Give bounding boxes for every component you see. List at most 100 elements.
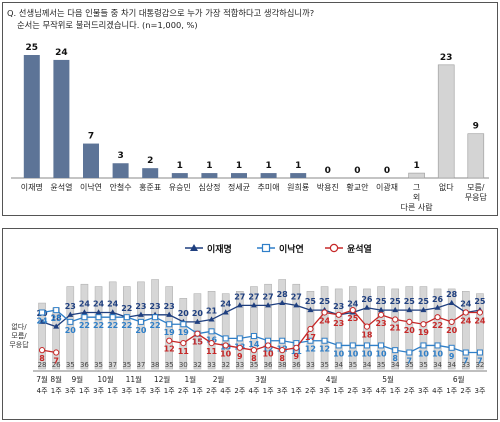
- data-point: [180, 339, 187, 347]
- x-month-label: 8월: [50, 374, 62, 384]
- undecided-value-label: 33: [461, 361, 470, 369]
- data-point: [264, 342, 272, 349]
- data-label: 9: [237, 352, 243, 361]
- data-point: [307, 337, 314, 344]
- data-point: [95, 309, 102, 315]
- data-point: [378, 306, 385, 313]
- data-point: [53, 307, 60, 314]
- undecided-value-label: 28: [38, 361, 47, 369]
- x-tick-label: 3주: [418, 387, 429, 395]
- undecided-bar: [433, 288, 442, 370]
- data-point: [462, 309, 469, 316]
- legend-marker: [190, 244, 198, 251]
- x-tick-label: 2주: [206, 387, 217, 395]
- undecided-bar: [292, 283, 301, 370]
- data-label: 7: [407, 357, 413, 366]
- x-tick-label: 3주: [65, 387, 76, 395]
- data-point: [208, 316, 215, 322]
- x-tick-label: 1주: [390, 387, 401, 395]
- undecided-value-label: 38: [278, 361, 287, 369]
- bar-value-label: 1: [265, 161, 271, 171]
- bar: [83, 143, 99, 178]
- data-point: [208, 328, 215, 335]
- undecided-bar: [476, 293, 484, 370]
- undecided-value-label: 34: [447, 361, 456, 369]
- undecided-bar: [391, 288, 399, 370]
- data-label: 25: [375, 297, 387, 306]
- data-label: 23: [149, 302, 160, 311]
- data-point: [392, 316, 399, 323]
- data-label: 25: [319, 297, 331, 306]
- data-point: [194, 318, 201, 324]
- category-label: 안철수: [110, 182, 132, 192]
- data-point: [222, 309, 229, 315]
- data-label: 9: [294, 352, 300, 361]
- data-label: 19: [418, 328, 430, 337]
- undecided-value-label: 32: [193, 361, 202, 369]
- data-label: 8: [392, 354, 398, 363]
- undecided-value-label: 36: [80, 361, 89, 369]
- data-label: 8: [279, 354, 285, 363]
- undecided-bar: [38, 302, 46, 370]
- x-month-label: 11월: [126, 374, 143, 384]
- data-label: 20: [178, 309, 190, 318]
- x-tick-label: 3주: [93, 387, 104, 395]
- data-label: 10: [347, 349, 359, 358]
- data-point: [208, 339, 215, 347]
- data-label: 19: [164, 328, 176, 337]
- x-tick-label: 2주: [305, 387, 316, 395]
- data-point: [250, 302, 257, 308]
- x-tick-label: 1주: [291, 387, 302, 395]
- question-line-2: 순서는 무작위로 불러드리겠습니다. (n=1,000, %): [17, 20, 198, 30]
- data-label: 25: [404, 297, 416, 306]
- data-point: [109, 314, 116, 321]
- bar: [171, 173, 188, 178]
- x-month-label: 7월: [36, 374, 48, 384]
- undecided-bar: [462, 291, 470, 370]
- undecided-value-label: 35: [66, 361, 75, 369]
- bar-value-label: 1: [295, 161, 301, 171]
- x-month-label: 10월: [97, 374, 114, 384]
- data-point: [335, 311, 342, 318]
- bar: [112, 163, 129, 178]
- x-tick-label: 4주: [248, 387, 259, 395]
- data-point: [137, 318, 144, 325]
- legend-marker: [329, 243, 339, 253]
- data-point: [307, 325, 314, 333]
- bar-value-label: 0: [354, 166, 360, 176]
- bar-value-label: 1: [413, 161, 419, 171]
- category-label: 추미애: [258, 183, 280, 192]
- data-point: [279, 299, 286, 306]
- undecided-value-label: 33: [306, 361, 315, 369]
- x-tick-label: 1주: [263, 387, 274, 395]
- data-label: 28: [446, 290, 458, 299]
- undecided-bar: [419, 286, 428, 370]
- undecided-value-label: 35: [320, 361, 329, 369]
- data-label: 20: [135, 326, 147, 335]
- bar-value-label: 24: [55, 48, 68, 58]
- data-label: 18: [51, 314, 63, 323]
- data-point: [406, 349, 413, 356]
- data-label: 23: [375, 319, 386, 328]
- question-text: Q. 선생님께서는 다음 인물들 중 차기 대통령감으로 누가 가장 적합하다고…: [7, 7, 314, 31]
- data-point: [349, 307, 356, 314]
- data-label: 20: [404, 326, 416, 335]
- data-point: [363, 304, 370, 310]
- undecided-bar: [405, 286, 414, 370]
- data-point: [166, 311, 173, 317]
- undecided-value-label: 37: [108, 361, 117, 369]
- data-label: 8: [251, 354, 257, 363]
- undecided-value-label: 37: [136, 361, 145, 369]
- x-month-label: 9월: [72, 374, 84, 384]
- bar-value-label: 2: [147, 156, 153, 166]
- x-tick-label: 4주: [37, 387, 48, 395]
- x-tick-label: 3주: [121, 387, 132, 395]
- data-label: 12: [164, 345, 175, 354]
- data-label: 10: [375, 349, 387, 358]
- data-label: 24: [347, 299, 359, 308]
- category-label: 원희룡: [287, 182, 309, 192]
- data-point: [363, 342, 370, 349]
- data-label: 24: [79, 299, 91, 308]
